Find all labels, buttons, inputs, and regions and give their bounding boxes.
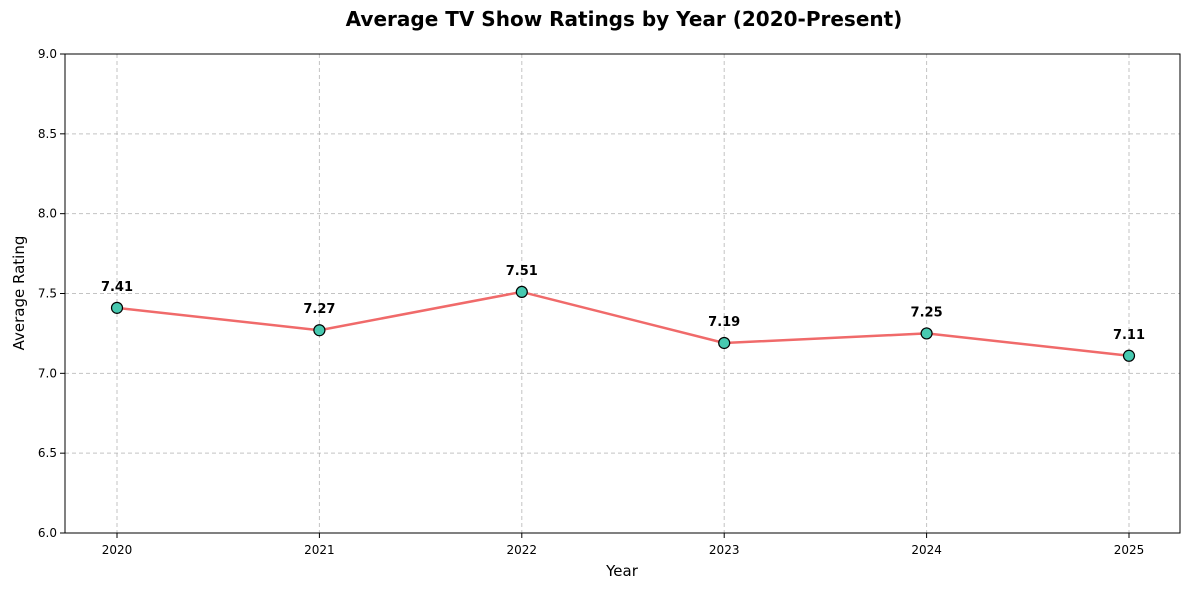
- y-axis-label: Average Rating: [10, 236, 28, 351]
- data-point: [515, 285, 528, 299]
- y-tick-label: 6.5: [38, 446, 57, 460]
- y-tick-label: 7.0: [38, 366, 57, 380]
- y-tick-label: 8.5: [38, 127, 57, 141]
- chart-title: Average TV Show Ratings by Year (2020-Pr…: [346, 7, 903, 31]
- data-point: [110, 301, 124, 314]
- x-tick-label: 2025: [1114, 543, 1145, 557]
- data-label: 7.11: [1113, 328, 1145, 343]
- data-label: 7.41: [101, 280, 133, 295]
- data-label: 7.27: [303, 302, 335, 317]
- data-label: 7.19: [708, 315, 740, 330]
- data-point: [718, 336, 731, 350]
- y-tick-label: 7.5: [38, 287, 57, 301]
- y-tick-label: 6.0: [38, 526, 57, 540]
- x-tick-label: 2021: [304, 543, 335, 557]
- x-tick-label: 2022: [507, 543, 538, 557]
- data-point: [313, 324, 326, 337]
- series-line: [115, 290, 1131, 358]
- x-axis-label: Year: [605, 562, 639, 580]
- axes: 2020 2021 2022 2023 2024 2025 6.0 6.5 7.0 7.5 8.0 8…: [38, 47, 1181, 557]
- grid-layer: [65, 53, 1180, 534]
- data-label: 7.25: [911, 305, 943, 320]
- x-tick-label: 2020: [102, 543, 133, 557]
- y-tick-label: 9.0: [38, 47, 57, 61]
- data-label: 7.51: [506, 264, 538, 279]
- y-tick-label: 8.0: [38, 207, 57, 221]
- data-point: [920, 327, 933, 340]
- data-labels: 7.41 7.27 7.51 7.19 7.25 7.11: [101, 264, 1145, 343]
- data-point: [1122, 349, 1136, 362]
- x-tick-label: 2023: [709, 543, 740, 557]
- x-tick-label: 2024: [911, 543, 942, 557]
- series-layer: [110, 285, 1136, 362]
